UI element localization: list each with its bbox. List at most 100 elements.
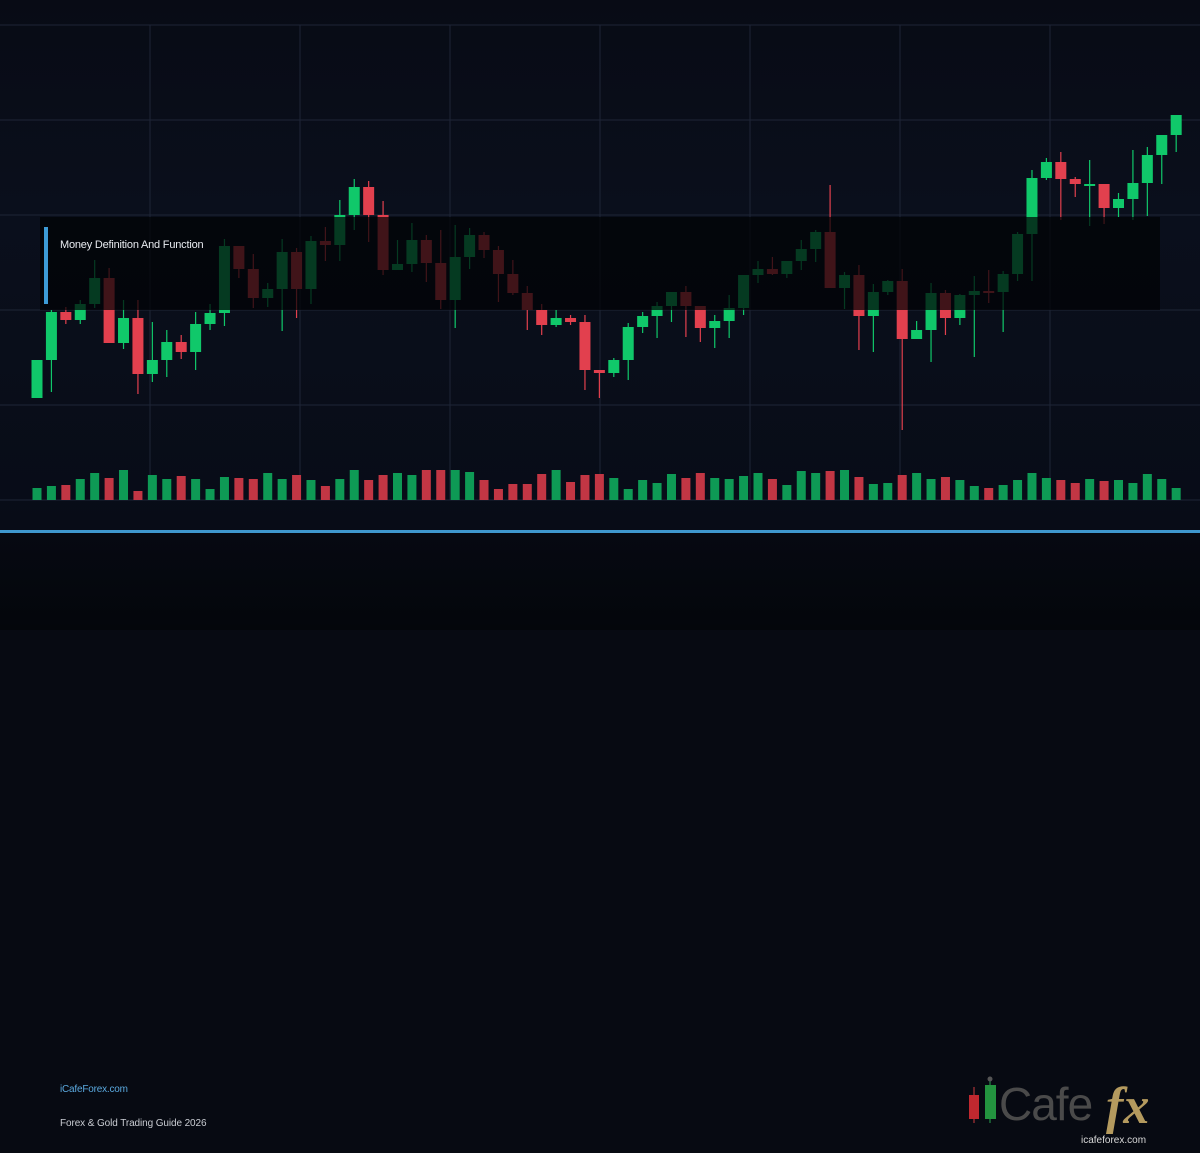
- candle-body: [161, 342, 173, 360]
- volume-bar: [263, 473, 273, 500]
- title-accent-bar: [44, 227, 48, 304]
- candle-body: [1040, 162, 1052, 178]
- volume-bar: [75, 479, 85, 500]
- volume-bar: [90, 473, 100, 500]
- volume-bar: [1157, 479, 1167, 500]
- site-link[interactable]: iCafeForex.com: [60, 1084, 128, 1095]
- volume-bar: [782, 485, 792, 500]
- candle-body: [103, 278, 115, 343]
- volume-bar: [465, 472, 475, 500]
- volume-bar: [652, 483, 662, 500]
- candle-body: [60, 312, 72, 320]
- volume-bar: [825, 471, 835, 500]
- volume-bar: [580, 475, 590, 500]
- candle-body: [1170, 115, 1182, 135]
- volume-bar: [450, 470, 460, 500]
- volume-bar: [998, 485, 1008, 500]
- candle-body: [911, 330, 923, 339]
- candle-body: [146, 360, 158, 374]
- volume-bar: [883, 483, 893, 500]
- volume-bar: [205, 489, 215, 500]
- volume-bar: [292, 475, 302, 500]
- volume-bar: [378, 475, 388, 500]
- candle-body: [709, 321, 721, 328]
- volume-bar: [710, 478, 720, 500]
- volume-bar: [681, 478, 691, 500]
- volume-bar: [984, 488, 994, 500]
- volume-bar: [508, 484, 518, 500]
- volume-bar: [219, 477, 229, 500]
- candle-body: [550, 318, 562, 325]
- candle-body: [896, 281, 908, 339]
- volume-bars: [32, 470, 1181, 500]
- candle-body: [1098, 184, 1110, 208]
- volume-bar: [162, 479, 172, 500]
- candle-body: [694, 306, 706, 328]
- volume-bar: [753, 473, 763, 500]
- volume-bar: [1041, 478, 1051, 500]
- volume-bar: [537, 474, 547, 500]
- volume-bar: [176, 476, 186, 500]
- logo-url-text: icafeforex.com: [1081, 1135, 1147, 1146]
- candle-body: [1055, 162, 1067, 179]
- volume-bar: [46, 486, 56, 500]
- candle-body: [1113, 199, 1124, 208]
- volume-bar: [1070, 483, 1080, 500]
- volume-bar: [522, 484, 532, 500]
- volume-bar: [306, 480, 316, 500]
- candle-body: [190, 324, 202, 352]
- volume-bar: [868, 484, 878, 500]
- article-title: Money Definition And Function: [60, 239, 204, 251]
- candle-body: [1156, 135, 1168, 155]
- volume-bar: [320, 486, 330, 500]
- volume-bar: [234, 478, 244, 500]
- candle-body: [1026, 178, 1038, 234]
- volume-bar: [955, 480, 965, 500]
- volume-bar: [969, 486, 979, 500]
- volume-bar: [493, 489, 503, 500]
- candle-body: [74, 304, 86, 320]
- candle-body: [536, 310, 548, 325]
- volume-bar: [724, 479, 734, 500]
- volume-bar: [811, 473, 821, 500]
- volume-bar: [1056, 480, 1066, 500]
- volume-bar: [191, 479, 201, 500]
- volume-bar: [421, 470, 431, 500]
- volume-bar: [912, 473, 922, 500]
- candle-body: [593, 370, 605, 373]
- volume-bar: [248, 479, 258, 500]
- volume-bar: [666, 474, 676, 500]
- candle-body: [45, 312, 57, 360]
- candle-logo-icon: [969, 1076, 996, 1123]
- volume-bar: [1128, 483, 1138, 500]
- volume-bar: [1114, 480, 1123, 500]
- volume-bar: [695, 473, 705, 500]
- volume-bar: [364, 480, 374, 500]
- svg-text:fx: fx: [1106, 1078, 1149, 1135]
- svg-text:Cafe: Cafe: [999, 1078, 1092, 1130]
- footer-subtitle: Forex & Gold Trading Guide 2026: [60, 1118, 207, 1129]
- volume-bar: [1142, 474, 1152, 500]
- volume-bar: [61, 485, 71, 500]
- candle-body: [1127, 183, 1139, 199]
- volume-bar: [566, 482, 576, 500]
- volume-bar: [119, 470, 129, 500]
- candle-body: [204, 313, 216, 324]
- volume-bar: [594, 474, 604, 500]
- candle-body: [622, 327, 634, 360]
- volume-bar: [854, 477, 864, 500]
- accent-divider: [0, 530, 1200, 533]
- volume-bar: [407, 475, 417, 500]
- volume-bar: [638, 480, 648, 500]
- volume-bar: [609, 478, 619, 500]
- candle-body: [1069, 179, 1081, 184]
- volume-bar: [1099, 481, 1109, 500]
- candle-body: [1141, 155, 1153, 183]
- title-overlay-box: [40, 217, 1160, 310]
- candle-body: [637, 316, 649, 327]
- footer: iCafeForex.com Forex & Gold Trading Guid…: [0, 533, 1200, 1146]
- volume-bar: [926, 479, 936, 500]
- candle-body: [348, 187, 360, 215]
- candle-body: [132, 318, 144, 374]
- volume-bar: [436, 470, 446, 500]
